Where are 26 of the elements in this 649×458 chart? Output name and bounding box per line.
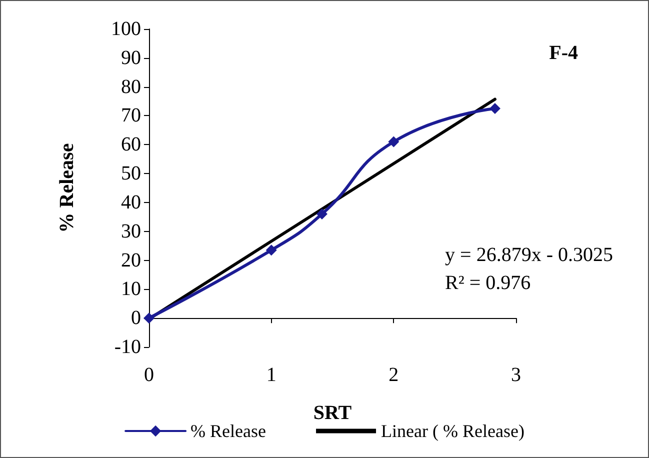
- legend-label: % Release: [190, 421, 266, 441]
- y-tick-label: 10: [121, 278, 141, 300]
- y-tick-label: 80: [121, 76, 141, 98]
- y-axis-title: % Release: [56, 143, 78, 233]
- y-tick-label: 90: [121, 46, 141, 69]
- point: [316, 208, 328, 220]
- point: [144, 312, 154, 324]
- x-axis-title: SRT: [313, 402, 352, 424]
- annotation: y = 26.879x - 0.3025 R² = 0.976: [445, 244, 614, 294]
- y-tick-label: 100: [111, 18, 141, 40]
- y-tick-label: 30: [121, 220, 141, 242]
- text: F-4: [549, 42, 578, 64]
- legend-label: Linear ( % Release): [381, 421, 524, 441]
- point: [388, 136, 400, 148]
- y-tick-label: 50: [121, 162, 141, 185]
- x-tick-label: 3: [511, 364, 521, 386]
- x-tick-label: 2: [388, 364, 399, 386]
- y-tick-label: 40: [121, 191, 141, 214]
- point: [489, 103, 500, 114]
- y-tick-label: 0: [131, 307, 141, 330]
- y-tick-label: -10: [114, 336, 141, 358]
- y-tick-label: 60: [121, 134, 141, 156]
- y-tick-label: 20: [121, 249, 141, 272]
- y-tick-label: 70: [121, 104, 141, 127]
- x-tick-label: 1: [266, 364, 276, 386]
- point: [266, 244, 277, 256]
